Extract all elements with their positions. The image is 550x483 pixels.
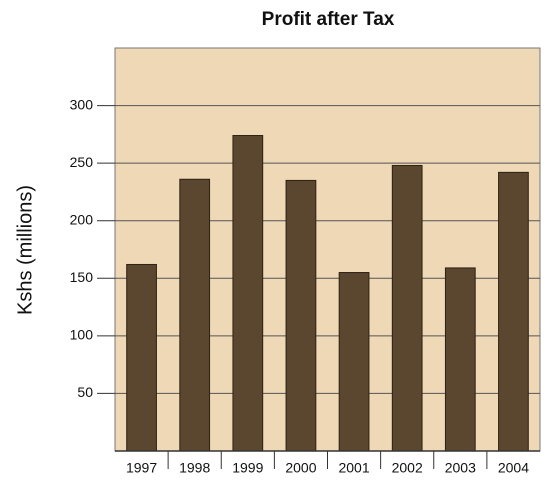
y-tick-label: 50 [77,384,93,400]
x-tick-label: 1999 [232,460,263,476]
y-tick-label: 200 [70,211,94,227]
x-tick-label: 2000 [285,460,316,476]
y-tick-label: 250 [70,154,94,170]
y-tick-label: 300 [70,96,94,112]
x-tick-label: 2003 [445,460,476,476]
chart-title: Profit after Tax [262,9,395,30]
x-tick-label: 1998 [179,460,210,476]
y-axis-label: Kshs (millions) [14,185,36,315]
x-tick-label: 2001 [338,460,369,476]
x-tick-label: 2002 [392,460,423,476]
x-tick-label: 2004 [498,460,529,476]
x-tick-label: 1997 [126,460,157,476]
bar [444,267,476,452]
bar [232,135,264,452]
y-tick-label: 150 [70,269,94,285]
bar [498,171,529,452]
plot-area [114,47,541,452]
bar [179,178,211,452]
bar [391,164,423,452]
bar [338,272,370,452]
bar [126,263,157,452]
y-tick-label: 100 [70,327,94,343]
bar [285,179,317,452]
